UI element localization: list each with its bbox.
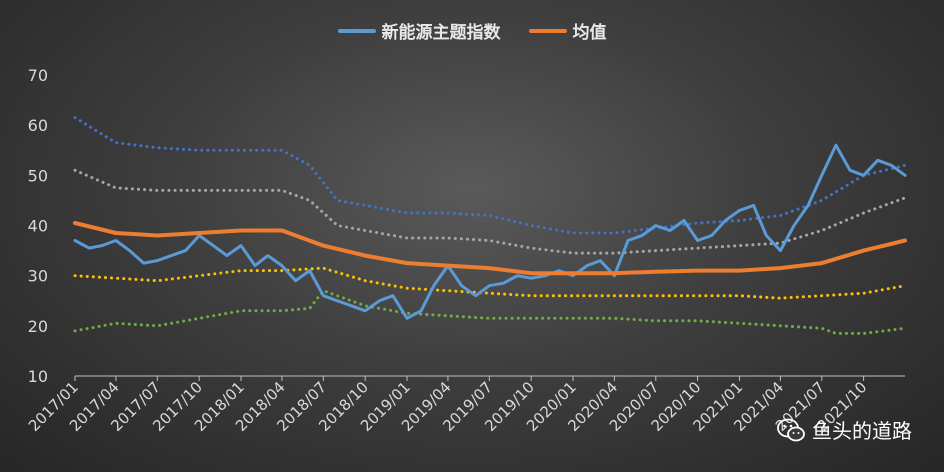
series-line-index (73, 143, 907, 320)
legend-swatch-mean (528, 28, 567, 33)
legend-label-mean: 均值 (572, 23, 607, 43)
legend-label-index: 新能源主题指数 (381, 23, 501, 43)
y-tick-label: 40 (28, 217, 48, 236)
axis-layer: 102030405060702017/012017/042017/072017/… (25, 66, 905, 435)
legend-item-index: 新能源主题指数 (337, 18, 501, 43)
y-tick-label: 60 (28, 116, 48, 135)
band-line-3 (73, 168, 907, 255)
legend-item-mean: 均值 (528, 18, 607, 43)
legend-swatch-index (337, 28, 376, 33)
y-tick-label: 20 (28, 317, 48, 336)
watermark: 鱼头的道路 (776, 415, 912, 444)
series-layer (73, 116, 907, 335)
band-line-5 (73, 289, 907, 335)
y-tick-label: 30 (28, 267, 48, 286)
series-line-mean (73, 221, 907, 276)
y-tick-label: 70 (28, 66, 48, 85)
band-line-4 (73, 266, 907, 300)
wechat-icon (777, 418, 805, 441)
band-line-2 (73, 116, 907, 235)
legend: 新能源主题指数 均值 (0, 18, 944, 43)
y-tick-label: 50 (28, 166, 48, 185)
watermark-text: 鱼头的道路 (812, 419, 912, 443)
y-tick-label: 10 (28, 367, 48, 386)
